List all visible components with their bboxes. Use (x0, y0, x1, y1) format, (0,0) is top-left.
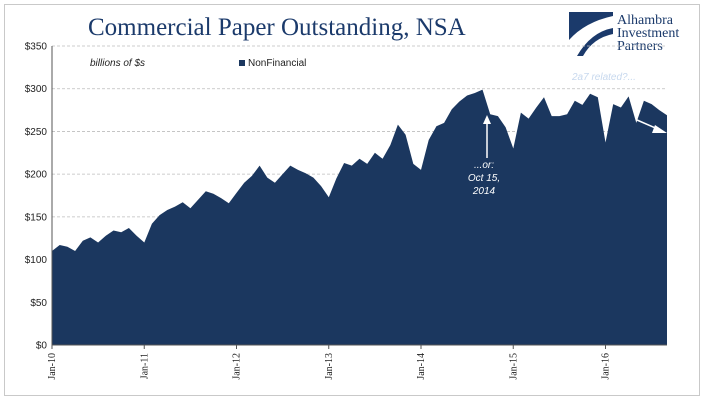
y-tick-label: $0 (36, 341, 48, 352)
x-tick-label: Jan-15 (508, 353, 519, 380)
y-tick-label: $150 (25, 212, 48, 223)
legend-swatch (239, 60, 245, 66)
logo-line-3: Partners (617, 39, 663, 54)
annotation-2a7: 2a7 related?... (571, 72, 667, 133)
annotation-arrowhead (652, 125, 667, 133)
x-tick-label: Jan-13 (324, 353, 335, 380)
logo-wordmark: Alhambra Investment Partners (617, 13, 680, 54)
x-tick-label: Jan-12 (232, 353, 243, 380)
x-tick-label: Jan-10 (47, 353, 58, 380)
y-tick-labels: $0 $50 $100 $150 $200 $250 $300 $350 (25, 42, 48, 352)
logo-line-2: Investment (617, 26, 680, 41)
annotation-text-line: Oct 15, (468, 173, 500, 184)
annotation-text-line: 2a7 related?... (571, 72, 636, 83)
y-tick-label: $300 (25, 84, 48, 95)
annotation-text-line: 2014 (472, 186, 496, 197)
y-tick-label: $200 (25, 170, 48, 181)
x-tick-label: Jan-16 (601, 353, 612, 380)
x-tick-labels: Jan-10 Jan-11 Jan-12 Jan-13 Jan-14 Jan-15 Jan-… (47, 353, 612, 380)
y-tick-label: $250 (25, 127, 48, 138)
annotation-oct-2014: ...or: Oct 15, 2014 (468, 115, 500, 197)
annotation-text-line: ...or: (474, 160, 494, 171)
y-tick-label: $50 (30, 298, 47, 309)
chart-title: Commercial Paper Outstanding, NSA (88, 14, 466, 41)
legend: NonFinancial (239, 58, 306, 69)
unit-note: billions of $s (90, 58, 145, 69)
legend-label: NonFinancial (248, 58, 306, 69)
y-tick-label: $100 (25, 255, 48, 266)
y-tick-label: $350 (25, 42, 48, 53)
axes (51, 46, 667, 349)
annotation-arrowhead (483, 115, 491, 124)
x-tick-label: Jan-14 (416, 353, 427, 380)
series-area-nonfinancial (52, 89, 667, 345)
series-area-layer (52, 89, 667, 345)
x-tick-label: Jan-11 (139, 353, 150, 379)
logo-line-1: Alhambra (617, 13, 673, 28)
